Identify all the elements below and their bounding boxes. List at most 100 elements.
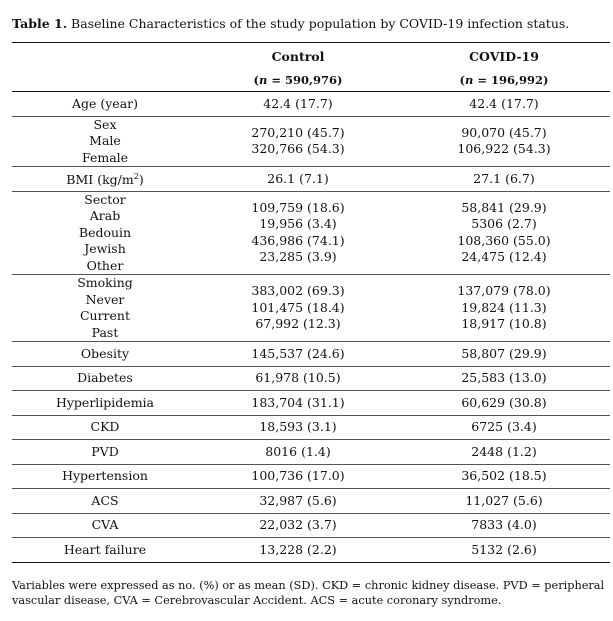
row-value: 106,922 (54.3) bbox=[457, 141, 551, 157]
table-row: ACS 32,987 (5.6) 11,027 (5.6) bbox=[12, 488, 610, 514]
covid-value-cell: 2448 (1.2) bbox=[398, 439, 610, 465]
row-value: 23,285 (3.9) bbox=[259, 249, 337, 265]
row-label-cell: ACS bbox=[12, 488, 198, 514]
row-value: 270,210 (45.7) bbox=[251, 124, 345, 140]
covid-value-cell: 36,502 (18.5) bbox=[398, 464, 610, 489]
row-value: 36,502 (18.5) bbox=[461, 468, 547, 483]
covid-value-cell: 25,583 (13.0) bbox=[398, 366, 610, 391]
row-label: Never bbox=[85, 291, 125, 307]
row-label: Bedouin bbox=[78, 224, 132, 240]
row-label: Past bbox=[91, 324, 119, 340]
row-label: Male bbox=[89, 133, 121, 148]
row-value: 436,986 (74.1) bbox=[251, 232, 345, 248]
row-label: Smoking bbox=[77, 275, 133, 290]
control-value-cell: 32,987 (5.6) bbox=[198, 488, 398, 514]
row-value: 101,475 (18.4) bbox=[251, 299, 345, 315]
control-value-cell: 22,032 (3.7) bbox=[198, 513, 398, 538]
row-label: Diabetes bbox=[77, 370, 133, 385]
row-label: Arab bbox=[89, 208, 121, 223]
row-value: 19,824 (11.3) bbox=[461, 299, 547, 315]
control-value-cell: 270,210 (45.7) 320,766 (54.3) bbox=[198, 116, 398, 167]
row-label: BMI (kg/m2) bbox=[66, 171, 144, 188]
table-caption: Table 1. Baseline Characteristics of the… bbox=[12, 16, 610, 31]
table-row: Obesity 145,537 (24.6) 58,807 (29.9) bbox=[12, 341, 610, 367]
header-blank bbox=[12, 42, 198, 69]
covid-value-cell: 6725 (3.4) bbox=[398, 415, 610, 440]
row-label-cell: Heart failure bbox=[12, 537, 198, 563]
subheader-covid-n: (n = 196,992) bbox=[398, 69, 610, 92]
table-row: Diabetes 61,978 (10.5) 25,583 (13.0) bbox=[12, 366, 610, 391]
row-value: 67,992 (12.3) bbox=[255, 316, 341, 332]
subheader-control-n: (n = 590,976) bbox=[198, 69, 398, 92]
row-label-cell: Obesity bbox=[12, 341, 198, 367]
row-label: Heart failure bbox=[63, 541, 147, 557]
table-subheader-row: (n = 590,976) (n = 196,992) bbox=[12, 69, 610, 92]
row-label: Hypertension bbox=[62, 468, 148, 483]
row-label-cell: BMI (kg/m2) bbox=[12, 166, 198, 192]
row-value: 18,593 (3.1) bbox=[259, 419, 337, 434]
row-label-cell: Age (year) bbox=[12, 91, 198, 117]
table-row: BMI (kg/m2) 26.1 (7.1) 27.1 (6.7) bbox=[12, 166, 610, 192]
row-value: 8016 (1.4) bbox=[265, 443, 331, 459]
row-value: 25,583 (13.0) bbox=[461, 370, 547, 385]
row-value: 27.1 (6.7) bbox=[473, 170, 535, 186]
row-label-cell: PVD bbox=[12, 439, 198, 465]
control-value-cell: 109,759 (18.6) 19,956 (3.4) 436,986 (74.1)… bbox=[198, 191, 398, 275]
control-value-cell: 61,978 (10.5) bbox=[198, 366, 398, 391]
row-value: 100,736 (17.0) bbox=[251, 468, 345, 483]
row-value: 18,917 (10.8) bbox=[461, 316, 547, 332]
row-label: CVA bbox=[91, 517, 119, 532]
row-value: 32,987 (5.6) bbox=[259, 492, 337, 508]
row-value: 60,629 (30.8) bbox=[461, 394, 547, 410]
table-row: PVD 8016 (1.4) 2448 (1.2) bbox=[12, 439, 610, 465]
row-value: 2448 (1.2) bbox=[471, 443, 537, 459]
row-value: 7833 (4.0) bbox=[471, 517, 537, 532]
row-label: PVD bbox=[91, 443, 119, 459]
row-label-cell: Diabetes bbox=[12, 366, 198, 391]
row-label: Obesity bbox=[80, 345, 130, 361]
row-label-cell: Hypertension bbox=[12, 464, 198, 489]
covid-value-cell: 137,079 (78.0) 19,824 (11.3) 18,917 (10.8) bbox=[398, 274, 610, 342]
row-value: 58,807 (29.9) bbox=[461, 345, 547, 361]
row-label: Sex bbox=[93, 116, 117, 132]
table-row: Hyperlipidemia 183,704 (31.1) 60,629 (30.8… bbox=[12, 390, 610, 416]
control-value-cell: 145,537 (24.6) bbox=[198, 341, 398, 367]
table-row: CKD 18,593 (3.1) 6725 (3.4) bbox=[12, 415, 610, 440]
row-label-cell: Smoking Never Current Past bbox=[12, 274, 198, 342]
control-value-cell: 42.4 (17.7) bbox=[198, 91, 398, 117]
table-body: Age (year) 42.4 (17.7) 42.4 (17.7) Sex Male F… bbox=[12, 91, 610, 563]
row-label: Age (year) bbox=[71, 95, 139, 111]
row-value: 24,475 (12.4) bbox=[461, 249, 547, 265]
table-row: Sex Male Female 270,210 (45.7) 320,766 (54.3… bbox=[12, 116, 610, 167]
covid-value-cell: 7833 (4.0) bbox=[398, 513, 610, 538]
control-value-cell: 18,593 (3.1) bbox=[198, 415, 398, 440]
control-value-cell: 383,002 (69.3) 101,475 (18.4) 67,992 (12.3… bbox=[198, 274, 398, 342]
covid-value-cell: 11,027 (5.6) bbox=[398, 488, 610, 514]
row-value: 26.1 (7.1) bbox=[267, 170, 329, 186]
table-row: Age (year) 42.4 (17.7) 42.4 (17.7) bbox=[12, 91, 610, 117]
table-footnote: Variables were expressed as no. (%) or a… bbox=[12, 579, 605, 607]
row-value: 183,704 (31.1) bbox=[251, 394, 345, 410]
subheader-blank bbox=[12, 69, 198, 92]
table-row: Sector Arab Bedouin Jewish Other 109,759 (18.… bbox=[12, 191, 610, 275]
row-label-cell: Sex Male Female bbox=[12, 116, 198, 167]
row-value: 11,027 (5.6) bbox=[465, 492, 543, 508]
control-value-cell: 100,736 (17.0) bbox=[198, 464, 398, 489]
row-value: 22,032 (3.7) bbox=[259, 517, 337, 532]
row-value: 145,537 (24.6) bbox=[251, 345, 345, 361]
row-value: 137,079 (78.0) bbox=[457, 283, 551, 299]
row-value: 90,070 (45.7) bbox=[461, 124, 547, 140]
row-label: CKD bbox=[90, 419, 120, 434]
covid-value-cell: 42.4 (17.7) bbox=[398, 91, 610, 117]
table-row: Smoking Never Current Past 383,002 (69.3) 101… bbox=[12, 274, 610, 342]
row-label: ACS bbox=[91, 492, 119, 508]
row-label-cell: CKD bbox=[12, 415, 198, 440]
covid-value-cell: 58,807 (29.9) bbox=[398, 341, 610, 367]
row-label-cell: Sector Arab Bedouin Jewish Other bbox=[12, 191, 198, 275]
row-value: 5132 (2.6) bbox=[471, 541, 537, 557]
table-caption-label: Table 1. bbox=[12, 16, 68, 31]
covid-value-cell: 5132 (2.6) bbox=[398, 537, 610, 563]
header-control: Control bbox=[198, 42, 398, 69]
row-value: 61,978 (10.5) bbox=[255, 370, 341, 385]
row-value: 42.4 (17.7) bbox=[469, 95, 539, 111]
